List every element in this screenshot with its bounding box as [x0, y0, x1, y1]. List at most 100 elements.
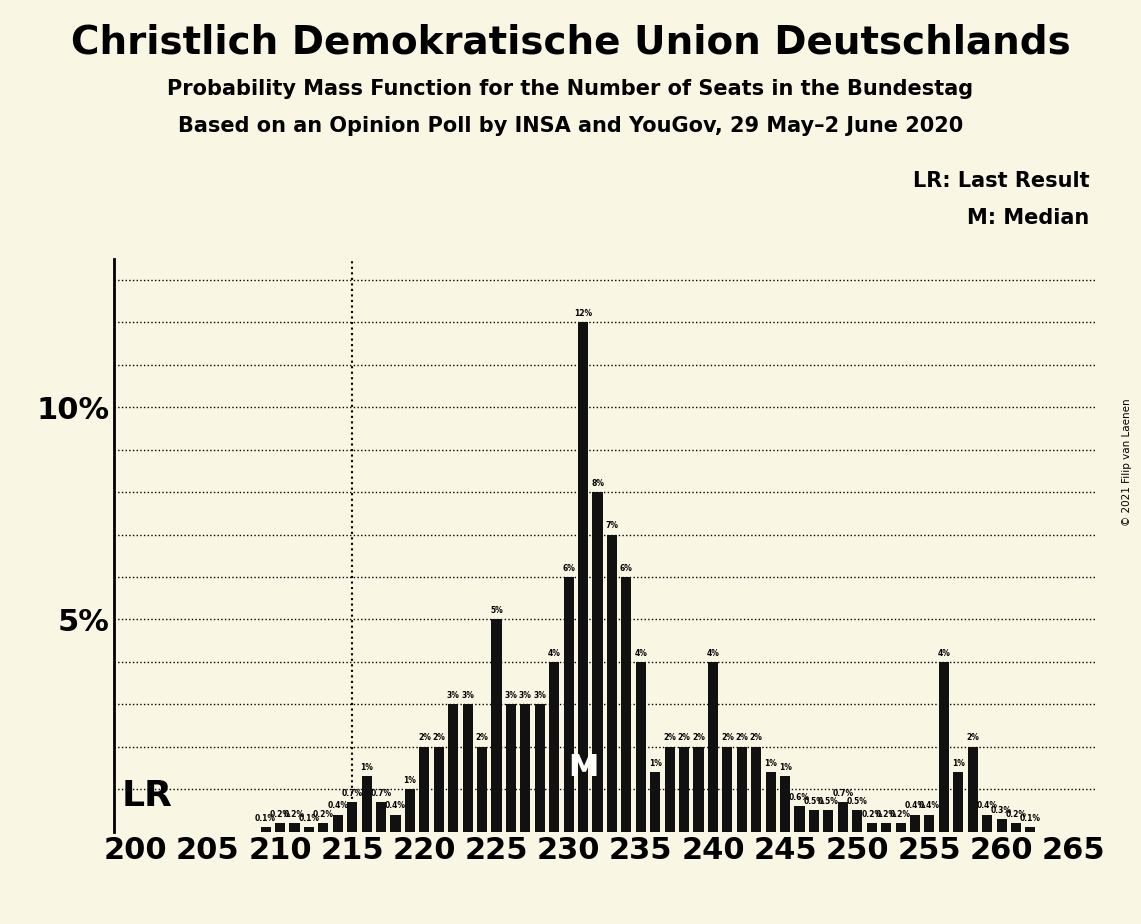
- Bar: [448, 704, 459, 832]
- Text: 4%: 4%: [706, 649, 719, 658]
- Text: 0.4%: 0.4%: [385, 801, 406, 810]
- Text: 0.2%: 0.2%: [269, 809, 291, 819]
- Text: 0.2%: 0.2%: [313, 809, 334, 819]
- Text: 2%: 2%: [432, 734, 445, 743]
- Bar: [362, 776, 372, 832]
- Text: 2%: 2%: [693, 734, 705, 743]
- Bar: [535, 704, 545, 832]
- Bar: [664, 747, 674, 832]
- Bar: [419, 747, 429, 832]
- Bar: [737, 747, 747, 832]
- Text: 0.7%: 0.7%: [832, 789, 853, 797]
- Text: 3%: 3%: [461, 691, 474, 700]
- Bar: [578, 322, 588, 832]
- Text: 0.2%: 0.2%: [284, 809, 305, 819]
- Text: 0.5%: 0.5%: [818, 797, 839, 806]
- Text: 0.2%: 0.2%: [861, 809, 882, 819]
- Text: 0.6%: 0.6%: [790, 793, 810, 802]
- Text: 0.5%: 0.5%: [847, 797, 867, 806]
- Text: 4%: 4%: [634, 649, 647, 658]
- Bar: [924, 815, 934, 832]
- Text: 6%: 6%: [620, 564, 633, 573]
- Bar: [852, 810, 863, 832]
- Bar: [968, 747, 978, 832]
- Bar: [549, 662, 559, 832]
- Bar: [318, 823, 329, 832]
- Text: 0.3%: 0.3%: [992, 806, 1012, 815]
- Text: 1%: 1%: [361, 763, 373, 772]
- Text: 6%: 6%: [563, 564, 575, 573]
- Text: 0.4%: 0.4%: [977, 801, 997, 810]
- Bar: [953, 772, 963, 832]
- Text: 2%: 2%: [721, 734, 734, 743]
- Bar: [982, 815, 993, 832]
- Bar: [679, 747, 689, 832]
- Bar: [333, 815, 342, 832]
- Text: 7%: 7%: [606, 521, 618, 530]
- Bar: [492, 619, 502, 832]
- Bar: [837, 802, 848, 832]
- Text: 1%: 1%: [778, 763, 792, 772]
- Text: 3%: 3%: [519, 691, 532, 700]
- Text: LR: Last Result: LR: Last Result: [913, 171, 1090, 191]
- Text: LR: LR: [121, 779, 172, 812]
- Text: 4%: 4%: [938, 649, 950, 658]
- Text: M: M: [568, 753, 598, 783]
- Text: 0.2%: 0.2%: [890, 809, 911, 819]
- Bar: [1026, 827, 1036, 832]
- Text: 1%: 1%: [952, 759, 964, 768]
- Text: 2%: 2%: [966, 734, 979, 743]
- Bar: [824, 810, 833, 832]
- Text: 0.5%: 0.5%: [803, 797, 825, 806]
- Text: Christlich Demokratische Union Deutschlands: Christlich Demokratische Union Deutschla…: [71, 23, 1070, 61]
- Text: 2%: 2%: [663, 734, 677, 743]
- Bar: [809, 810, 819, 832]
- Bar: [434, 747, 444, 832]
- Text: 1%: 1%: [649, 759, 662, 768]
- Bar: [405, 789, 415, 832]
- Text: 0.7%: 0.7%: [341, 789, 363, 797]
- Text: 1%: 1%: [764, 759, 777, 768]
- Bar: [260, 827, 270, 832]
- Text: 12%: 12%: [574, 310, 592, 318]
- Text: 0.2%: 0.2%: [1005, 809, 1027, 819]
- Text: 0.1%: 0.1%: [1020, 814, 1041, 823]
- Text: 0.1%: 0.1%: [299, 814, 319, 823]
- Text: 3%: 3%: [533, 691, 547, 700]
- Bar: [881, 823, 891, 832]
- Bar: [607, 535, 617, 832]
- Bar: [477, 747, 487, 832]
- Text: 5%: 5%: [491, 606, 503, 615]
- Bar: [347, 802, 357, 832]
- Bar: [636, 662, 646, 832]
- Bar: [780, 776, 791, 832]
- Text: M: Median: M: Median: [968, 208, 1090, 228]
- Bar: [751, 747, 761, 832]
- Text: 8%: 8%: [591, 479, 604, 488]
- Bar: [377, 802, 386, 832]
- Bar: [462, 704, 472, 832]
- Bar: [505, 704, 516, 832]
- Bar: [592, 492, 602, 832]
- Text: 0.7%: 0.7%: [371, 789, 391, 797]
- Text: © 2021 Filip van Laenen: © 2021 Filip van Laenen: [1122, 398, 1132, 526]
- Bar: [622, 577, 631, 832]
- Bar: [390, 815, 400, 832]
- Text: 4%: 4%: [548, 649, 560, 658]
- Bar: [694, 747, 704, 832]
- Bar: [996, 819, 1006, 832]
- Bar: [275, 823, 285, 832]
- Text: 0.4%: 0.4%: [905, 801, 925, 810]
- Text: 2%: 2%: [736, 734, 748, 743]
- Bar: [722, 747, 733, 832]
- Text: 0.4%: 0.4%: [919, 801, 940, 810]
- Bar: [896, 823, 906, 832]
- Text: 3%: 3%: [447, 691, 460, 700]
- Text: Based on an Opinion Poll by INSA and YouGov, 29 May–2 June 2020: Based on an Opinion Poll by INSA and You…: [178, 116, 963, 136]
- Text: 2%: 2%: [418, 734, 431, 743]
- Text: 2%: 2%: [678, 734, 690, 743]
- Text: 0.1%: 0.1%: [256, 814, 276, 823]
- Bar: [1011, 823, 1021, 832]
- Text: Probability Mass Function for the Number of Seats in the Bundestag: Probability Mass Function for the Number…: [168, 79, 973, 99]
- Bar: [909, 815, 920, 832]
